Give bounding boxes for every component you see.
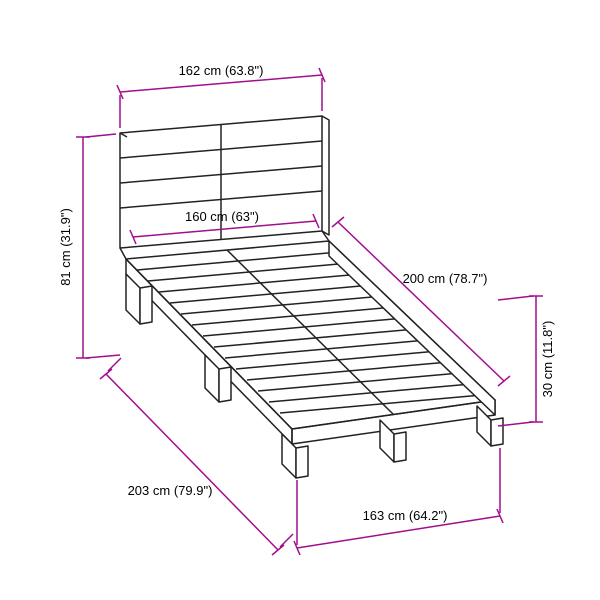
label-frame-height: 30 cm (11.8") [540, 321, 555, 398]
dim-mattress-length: 200 cm (78.7") [332, 217, 510, 386]
dim-headboard-height: 81 cm (31.9") [58, 134, 120, 358]
label-overall-length: 203 cm (79.9") [128, 483, 213, 498]
diagram-canvas: 162 cm (63.8") 160 cm (63") 200 cm (78.7… [0, 0, 600, 600]
bed-frame-outline [120, 116, 503, 478]
dim-overall-width: 163 cm (64.2") [294, 448, 503, 555]
dim-overall-length: 203 cm (79.9") [100, 358, 293, 555]
label-mattress-width: 160 cm (63") [185, 209, 259, 224]
dim-frame-height: 30 cm (11.8") [498, 296, 555, 426]
label-mattress-length: 200 cm (78.7") [403, 271, 488, 286]
label-headboard-height: 81 cm (31.9") [58, 208, 73, 286]
legs [126, 274, 503, 478]
label-headboard-width: 162 cm (63.8") [179, 63, 264, 78]
label-overall-width: 163 cm (64.2") [363, 508, 448, 523]
